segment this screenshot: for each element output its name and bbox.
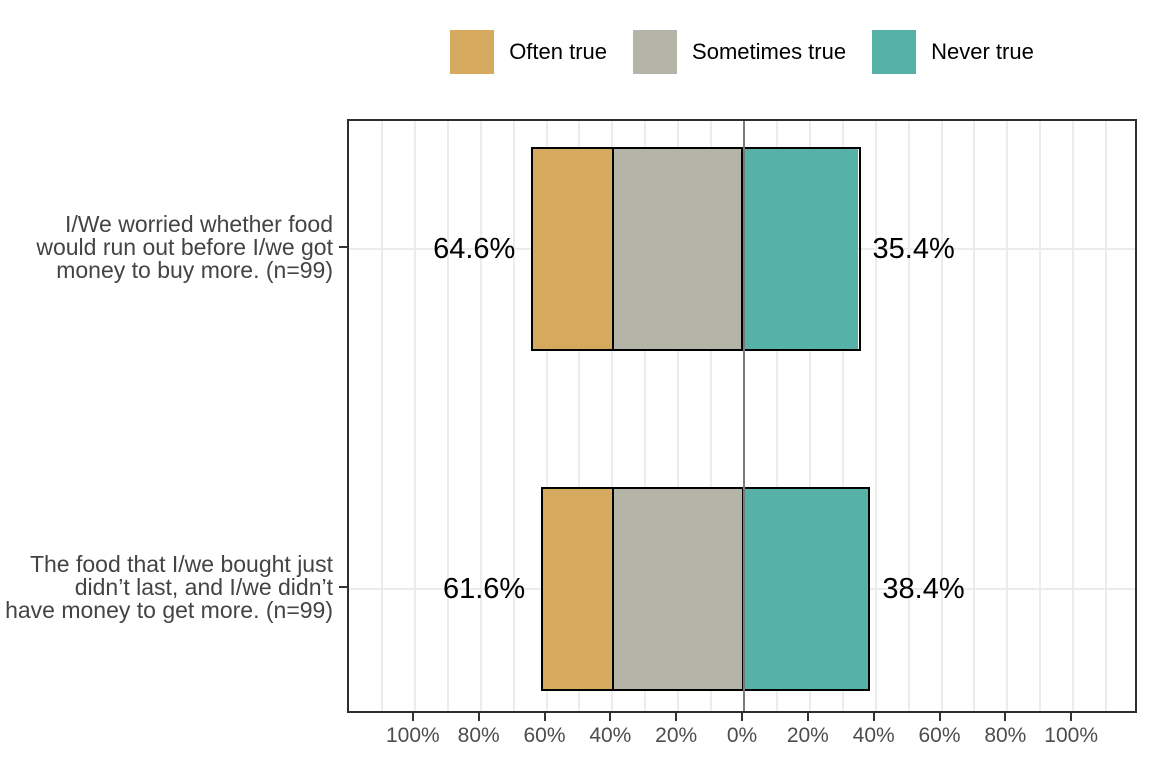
gridline-vertical — [874, 121, 877, 711]
y-tick-mark — [339, 586, 347, 588]
legend-swatch-icon — [450, 30, 495, 74]
bar-total-right-label: 35.4% — [872, 233, 955, 265]
x-tick-label: 100% — [385, 724, 440, 747]
gridline-vertical — [512, 121, 515, 711]
legend-item-1: Often true — [450, 30, 607, 74]
x-tick-mark — [543, 713, 546, 721]
x-tick-label: 0% — [726, 724, 758, 747]
gridline-vertical — [479, 121, 482, 711]
plot-panel: 64.6% 35.4% 61.6% 38.4% — [347, 119, 1137, 713]
x-tick-mark — [938, 713, 941, 721]
gridline-vertical — [940, 121, 943, 711]
x-tick-label: 40% — [852, 724, 895, 747]
gridline-vertical — [841, 121, 844, 711]
y-axis-label-line: didn’t last, and I/we didn’t — [74, 573, 333, 600]
bar-segment-sometimes-true — [612, 149, 744, 349]
x-tick-label: 60% — [918, 724, 961, 747]
gridline-vertical — [644, 121, 647, 711]
gridline-vertical — [1039, 121, 1042, 711]
bar-segment-sometimes-true — [612, 489, 744, 689]
legend-item-2: Sometimes true — [633, 30, 846, 74]
y-axis-label-line: I/We worried whether food — [64, 210, 333, 237]
gridline-vertical — [413, 121, 416, 711]
gridline-vertical — [380, 121, 383, 711]
gridline-vertical — [545, 121, 548, 711]
legend-swatch-icon — [872, 30, 917, 74]
bar-segment-often-true — [533, 149, 613, 349]
x-tick-mark — [477, 713, 480, 721]
gridline-vertical — [973, 121, 976, 711]
x-tick-label: 40% — [589, 724, 632, 747]
y-axis-category-label: I/We worried whether food would run out b… — [0, 210, 333, 283]
y-axis-category-label: The food that I/we bought just didn’t las… — [0, 550, 333, 623]
legend-label: Sometimes true — [692, 39, 847, 64]
gridline-vertical — [677, 121, 680, 711]
gridline-vertical — [710, 121, 713, 711]
y-axis-label-line: have money to get more. (n=99) — [5, 596, 333, 623]
legend: Often true Sometimes true Never true — [347, 28, 1137, 76]
x-tick-label: 20% — [786, 724, 829, 747]
bar-segment-never-true — [743, 149, 859, 349]
gridline-vertical — [907, 121, 910, 711]
x-tick-mark — [1070, 713, 1073, 721]
gridline-vertical — [775, 121, 778, 711]
x-tick-mark — [411, 713, 414, 721]
gridline-vertical — [1105, 121, 1108, 711]
y-axis-label-line: The food that I/we bought just — [29, 550, 333, 577]
x-tick-label: 100% — [1044, 724, 1099, 747]
x-tick-mark — [806, 713, 809, 721]
zero-reference-line — [743, 121, 745, 711]
x-tick-label: 60% — [523, 724, 566, 747]
stacked-bar-row-2 — [541, 487, 871, 691]
x-tick-label: 20% — [655, 724, 698, 747]
bar-total-left-label: 64.6% — [433, 233, 516, 265]
gridline-vertical — [808, 121, 811, 711]
bar-total-left-label: 61.6% — [442, 573, 526, 605]
x-tick-mark — [872, 713, 875, 721]
gridline-vertical — [578, 121, 581, 711]
stacked-bar-row-1 — [531, 147, 861, 351]
bar-total-right-label: 38.4% — [882, 573, 965, 605]
x-tick-mark — [675, 713, 678, 721]
legend-item-3: Never true — [872, 30, 1034, 74]
gridline-vertical — [1072, 121, 1075, 711]
bar-segment-often-true — [543, 489, 613, 689]
legend-label: Often true — [509, 39, 608, 64]
x-tick-label: 80% — [984, 724, 1027, 747]
x-tick-label: 80% — [457, 724, 500, 747]
y-tick-mark — [339, 246, 347, 248]
x-tick-mark — [741, 713, 743, 721]
gridline-vertical — [611, 121, 614, 711]
gridline-vertical — [1006, 121, 1009, 711]
gridline-vertical — [446, 121, 449, 711]
y-axis-label-line: would run out before I/we got — [36, 233, 333, 260]
legend-label: Never true — [931, 39, 1034, 64]
x-tick-mark — [1004, 713, 1007, 721]
bar-segment-never-true — [743, 489, 869, 689]
legend-swatch-icon — [633, 30, 678, 74]
y-axis-label-line: money to buy more. (n=99) — [56, 256, 333, 283]
x-tick-mark — [609, 713, 612, 721]
